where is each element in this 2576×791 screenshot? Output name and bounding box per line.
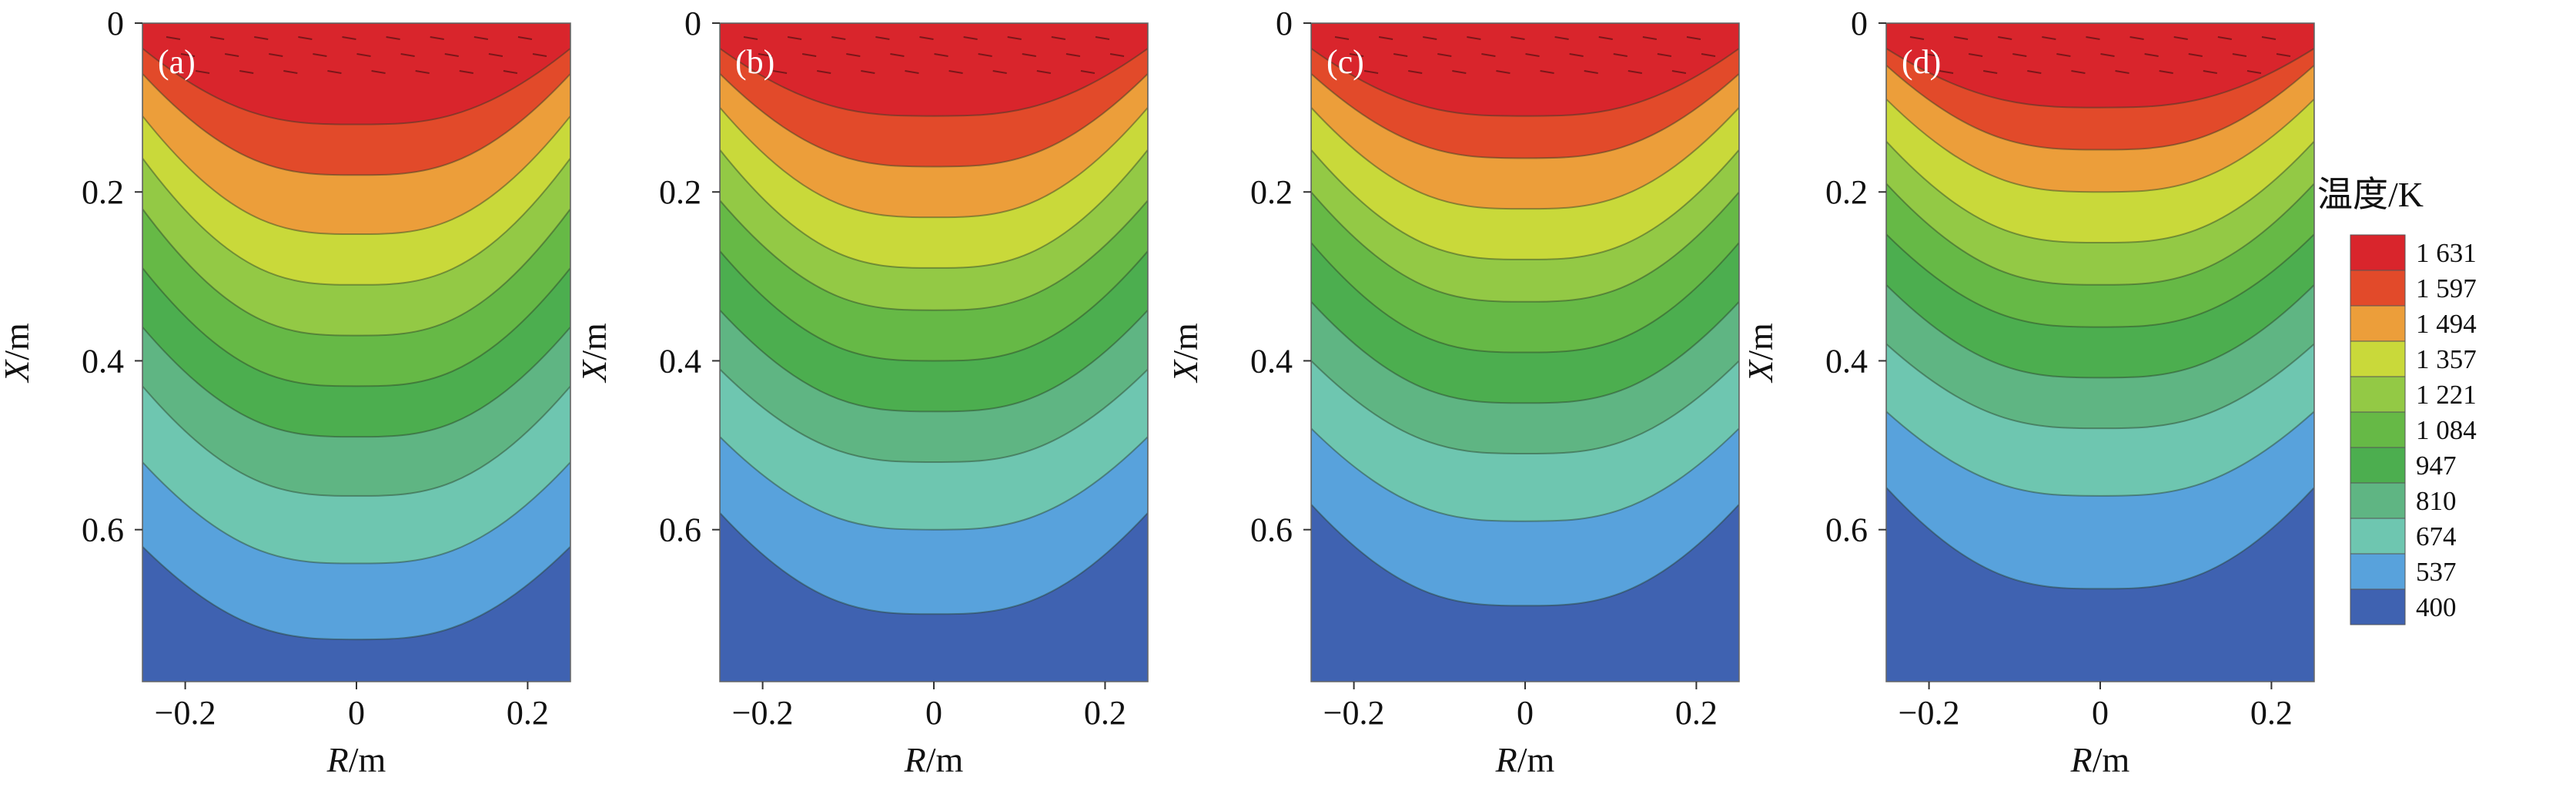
flow-vectors xyxy=(1909,36,2291,74)
y-tick-label: 0.6 xyxy=(82,511,124,549)
legend-swatch xyxy=(2350,305,2406,342)
legend-title: 温度/K xyxy=(2317,175,2424,214)
legend-level-label: 1 631 xyxy=(2416,238,2477,268)
y-tick-label: 0.4 xyxy=(82,342,124,380)
x-tick-label: 0 xyxy=(348,694,365,732)
contour-panel: (b) 0 0.2 0.4 0.6 −0.2 0 0.2 R/m X/m xyxy=(574,5,1149,779)
y-axis-label: X/m xyxy=(1741,323,1780,384)
contour-plot-area xyxy=(142,23,570,682)
x-axis-label: R/m xyxy=(1495,740,1555,779)
contour-plot-area xyxy=(1311,23,1739,682)
legend-level-label: 1 494 xyxy=(2416,309,2477,339)
legend-level-label: 947 xyxy=(2416,451,2457,481)
x-tick-label: 0.2 xyxy=(1675,694,1718,732)
legend-level-label: 1 084 xyxy=(2416,415,2477,445)
legend-swatch xyxy=(2350,340,2406,377)
contour-panel: (a) 0 0.2 0.4 0.6 −0.2 0 0.2 R/m X/m xyxy=(0,5,571,779)
y-tick-label: 0.2 xyxy=(659,173,701,211)
x-axis-label: R/m xyxy=(326,740,386,779)
x-tick-label: −0.2 xyxy=(155,694,216,732)
legend-swatch xyxy=(2350,411,2406,448)
legend-swatch xyxy=(2350,376,2406,413)
legend-level-label: 1 597 xyxy=(2416,273,2477,303)
legend-swatch xyxy=(2350,270,2406,307)
legend-level-label: 674 xyxy=(2416,521,2457,551)
x-axis-label: R/m xyxy=(904,740,964,779)
x-tick-label: −0.2 xyxy=(1899,694,1960,732)
y-axis-label: X/m xyxy=(574,323,614,384)
flow-vectors xyxy=(166,36,547,74)
y-tick-label: 0 xyxy=(684,5,701,42)
x-tick-label: 0 xyxy=(925,694,942,732)
y-tick-label: 0.6 xyxy=(1250,511,1293,549)
legend-swatch xyxy=(2350,518,2406,555)
flow-vectors xyxy=(1334,36,1716,74)
legend-level-label: 810 xyxy=(2416,486,2457,516)
x-axis-label: R/m xyxy=(2070,740,2130,779)
contour-band xyxy=(1311,23,1739,117)
y-tick-label: 0.2 xyxy=(82,173,124,211)
contour-plot-area xyxy=(1886,23,2314,682)
y-tick-label: 0.2 xyxy=(1250,173,1293,211)
y-tick-label: 0.4 xyxy=(1825,342,1868,380)
y-tick-label: 0 xyxy=(107,5,124,42)
legend-level-label: 1 357 xyxy=(2416,344,2477,374)
legend-swatch xyxy=(2350,553,2406,590)
panel-label: (b) xyxy=(735,43,774,81)
x-tick-label: 0.2 xyxy=(1084,694,1126,732)
contour-band xyxy=(1886,23,2314,109)
legend-level-label: 537 xyxy=(2416,557,2457,587)
y-tick-label: 0.6 xyxy=(1825,511,1868,549)
x-tick-label: 0.2 xyxy=(2250,694,2293,732)
x-tick-label: 0 xyxy=(1517,694,1534,732)
x-tick-label: −0.2 xyxy=(732,694,794,732)
panel-label: (c) xyxy=(1326,43,1364,81)
contour-panels: (a) 0 0.2 0.4 0.6 −0.2 0 0.2 R/m X/m (b) 0 0.2 0.4 0.6… xyxy=(0,5,2315,779)
legend-swatch xyxy=(2350,447,2406,484)
y-tick-label: 0.4 xyxy=(1250,342,1293,380)
y-axis-label: X/m xyxy=(0,323,36,384)
contour-band xyxy=(720,23,1148,117)
y-tick-label: 0.2 xyxy=(1825,173,1868,211)
legend-swatch xyxy=(2350,234,2406,271)
y-tick-label: 0 xyxy=(1276,5,1293,42)
panel-label: (a) xyxy=(158,43,196,81)
panel-label: (d) xyxy=(1902,43,1941,81)
x-tick-label: 0 xyxy=(2092,694,2109,732)
legend-level-label: 1 221 xyxy=(2416,380,2477,410)
y-axis-label: X/m xyxy=(1166,323,1205,384)
x-tick-label: 0.2 xyxy=(507,694,549,732)
temperature-legend: 温度/K 1 631 1 597 1 494 1 357 1 221 1 084 947 810… xyxy=(2317,175,2477,625)
y-tick-label: 0.4 xyxy=(659,342,701,380)
x-tick-label: −0.2 xyxy=(1323,694,1385,732)
y-tick-label: 0 xyxy=(1851,5,1868,42)
contour-band xyxy=(142,23,570,126)
legend-level-label: 400 xyxy=(2416,592,2457,622)
contour-plot-area xyxy=(720,23,1148,682)
legend-swatch xyxy=(2350,588,2406,625)
flow-vectors xyxy=(743,36,1125,74)
contour-panel: (c) 0 0.2 0.4 0.6 −0.2 0 0.2 R/m X/m xyxy=(1166,5,1740,779)
y-tick-label: 0.6 xyxy=(659,511,701,549)
contour-panel: (d) 0 0.2 0.4 0.6 −0.2 0 0.2 R/m X/m xyxy=(1741,5,2315,779)
legend-swatch xyxy=(2350,482,2406,519)
